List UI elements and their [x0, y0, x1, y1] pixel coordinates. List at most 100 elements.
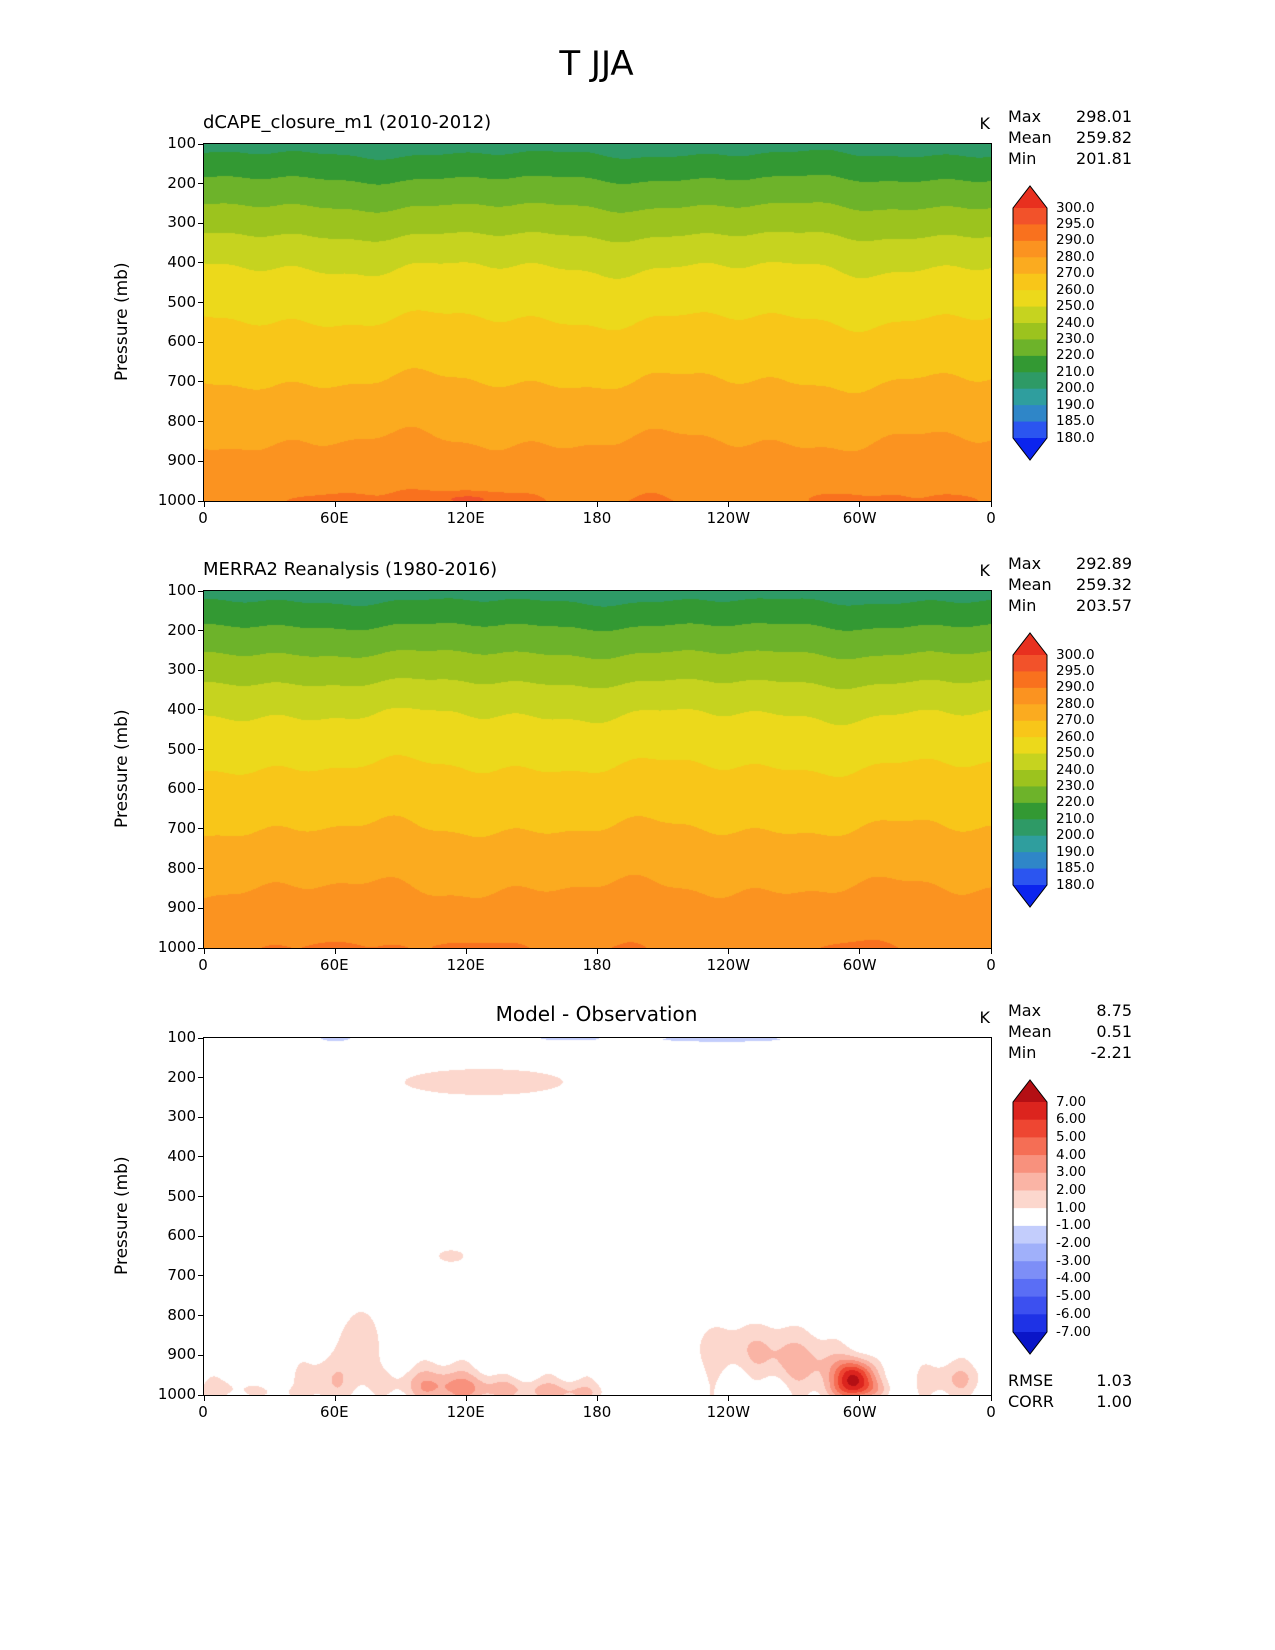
- stat-min: Min 201.81: [1008, 148, 1132, 169]
- stats-block: Max 8.75 Mean 0.51 Min -2.21: [1008, 1000, 1132, 1063]
- y-tick-label: 700: [167, 372, 196, 390]
- x-tick-label: 120E: [446, 956, 485, 974]
- panel-title: MERRA2 Reanalysis (1980-2016): [203, 559, 498, 580]
- stat-mean-label: Mean: [1008, 1022, 1052, 1041]
- x-tick-mark: [334, 1396, 336, 1401]
- colorbar-swatches: [1012, 632, 1048, 908]
- panel-observation: MERRA2 Reanalysis (1980-2016) K Max 292.…: [0, 545, 1275, 1015]
- x-tick-mark: [597, 1396, 598, 1401]
- contour-plot: [198, 590, 992, 954]
- x-tick-label: 0: [986, 956, 996, 974]
- stat-max: Max 292.89: [1008, 553, 1132, 574]
- stat-min-value: 201.81: [1076, 149, 1132, 168]
- colorbar-level-label: 230.0: [1056, 777, 1095, 794]
- colorbar-level-label: 185.0: [1056, 413, 1095, 430]
- y-tick-label: 200: [167, 173, 196, 192]
- x-tick-mark: [859, 949, 861, 954]
- x-tick-label: 0: [198, 956, 208, 974]
- colorbar-level-label: 210.0: [1056, 810, 1095, 827]
- colorbar-level-label: 3.00: [1056, 1164, 1087, 1181]
- y-tick-mark: [198, 868, 203, 870]
- y-tick-mark: [198, 1077, 203, 1079]
- colorbar-level-label: 7.00: [1056, 1093, 1087, 1110]
- colorbar-level-label: 250.0: [1056, 745, 1095, 762]
- contour-field-canvas: [204, 1038, 991, 1395]
- y-tick-mark: [198, 500, 203, 502]
- y-tick-mark: [198, 262, 203, 264]
- colorbar-level-label: -4.00: [1056, 1270, 1091, 1287]
- y-tick-mark: [198, 1037, 203, 1039]
- y-tick-mark: [198, 143, 203, 145]
- stat-min-label: Min: [1008, 1043, 1037, 1062]
- y-tick-mark: [198, 1275, 203, 1277]
- rmse-value: 1.03: [1096, 1371, 1132, 1390]
- stat-min-label: Min: [1008, 596, 1037, 615]
- contour-field-canvas: [204, 591, 991, 948]
- colorbar-level-label: -1.00: [1056, 1217, 1091, 1234]
- x-tick-mark: [990, 1396, 992, 1401]
- y-tick-label: 500: [167, 1186, 196, 1205]
- stat-min-value: -2.21: [1090, 1043, 1132, 1062]
- colorbar-level-label: 240.0: [1056, 314, 1095, 331]
- x-tick-label: 120W: [706, 509, 751, 527]
- x-tick-mark: [334, 949, 336, 954]
- colorbar: 300.0 295.0 290.0 280.0 270.0 260.0 250.0 240.0…: [1012, 185, 1132, 465]
- stat-mean-value: 259.82: [1076, 128, 1132, 147]
- colorbar-level-label: -2.00: [1056, 1235, 1091, 1252]
- y-tick-label: 200: [167, 1067, 196, 1086]
- stat-max-label: Max: [1008, 1001, 1042, 1020]
- colorbar-level-label: 295.0: [1056, 215, 1095, 232]
- y-tick-mark: [198, 1354, 203, 1356]
- colorbar-level-label: 220.0: [1056, 347, 1095, 364]
- y-tick-label: 700: [167, 1266, 196, 1284]
- metric-rmse: RMSE 1.03: [1008, 1370, 1132, 1391]
- colorbar-level-label: 260.0: [1056, 728, 1095, 745]
- colorbar-level-label: 300.0: [1056, 646, 1095, 663]
- colorbar-level-label: -6.00: [1056, 1305, 1091, 1322]
- colorbar-level-label: 290.0: [1056, 679, 1095, 696]
- panel-title: Model - Observation: [495, 1002, 698, 1026]
- y-tick-mark: [198, 421, 203, 423]
- x-tick-mark: [990, 949, 992, 954]
- y-tick-label: 1000: [157, 938, 196, 956]
- y-tick-mark: [198, 947, 203, 949]
- x-tick-mark: [728, 949, 730, 954]
- colorbar-level-label: 270.0: [1056, 712, 1095, 729]
- colorbar-level-label: 210.0: [1056, 363, 1095, 380]
- stat-min: Min 203.57: [1008, 595, 1132, 616]
- y-tick-mark: [198, 749, 203, 751]
- x-axis-ticks: 0 60E 120E 180 120W 60W 0: [198, 1403, 996, 1425]
- colorbar-level-label: 185.0: [1056, 860, 1095, 877]
- colorbar-level-label: 220.0: [1056, 794, 1095, 811]
- colorbar-swatches: [1012, 185, 1048, 461]
- stat-mean: Mean 259.82: [1008, 127, 1132, 148]
- stat-max-label: Max: [1008, 107, 1042, 126]
- y-tick-label: 100: [167, 134, 196, 152]
- x-tick-label: 60E: [320, 956, 349, 974]
- x-tick-mark: [597, 949, 598, 954]
- y-axis-ticks: 100 200 300 400 500 600 700 800 900 1000: [0, 134, 196, 509]
- x-tick-label: 0: [986, 509, 996, 527]
- y-tick-mark: [198, 630, 203, 632]
- colorbar-level-label: 290.0: [1056, 232, 1095, 249]
- stats-block: Max 292.89 Mean 259.32 Min 203.57: [1008, 553, 1132, 616]
- y-tick-label: 600: [167, 332, 196, 351]
- x-tick-mark: [203, 1396, 205, 1401]
- y-tick-mark: [198, 302, 203, 304]
- y-tick-mark: [198, 1116, 203, 1118]
- y-tick-mark: [198, 341, 203, 343]
- colorbar-level-label: 190.0: [1056, 843, 1095, 860]
- contour-plot: [198, 1037, 992, 1401]
- y-tick-mark: [198, 381, 203, 383]
- x-tick-label: 180: [582, 509, 612, 527]
- y-tick-label: 600: [167, 1226, 196, 1245]
- stats-block: Max 298.01 Mean 259.82 Min 201.81: [1008, 106, 1132, 169]
- colorbar-level-label: 230.0: [1056, 330, 1095, 347]
- y-axis-ticks: 100 200 300 400 500 600 700 800 900 1000: [0, 1028, 196, 1403]
- x-tick-label: 120E: [446, 1403, 485, 1421]
- colorbar-level-label: 200.0: [1056, 380, 1095, 397]
- colorbar-level-label: 2.00: [1056, 1181, 1087, 1198]
- x-tick-label: 60E: [320, 1403, 349, 1421]
- x-axis-ticks: 0 60E 120E 180 120W 60W 0: [198, 509, 996, 531]
- y-tick-label: 100: [167, 1028, 196, 1046]
